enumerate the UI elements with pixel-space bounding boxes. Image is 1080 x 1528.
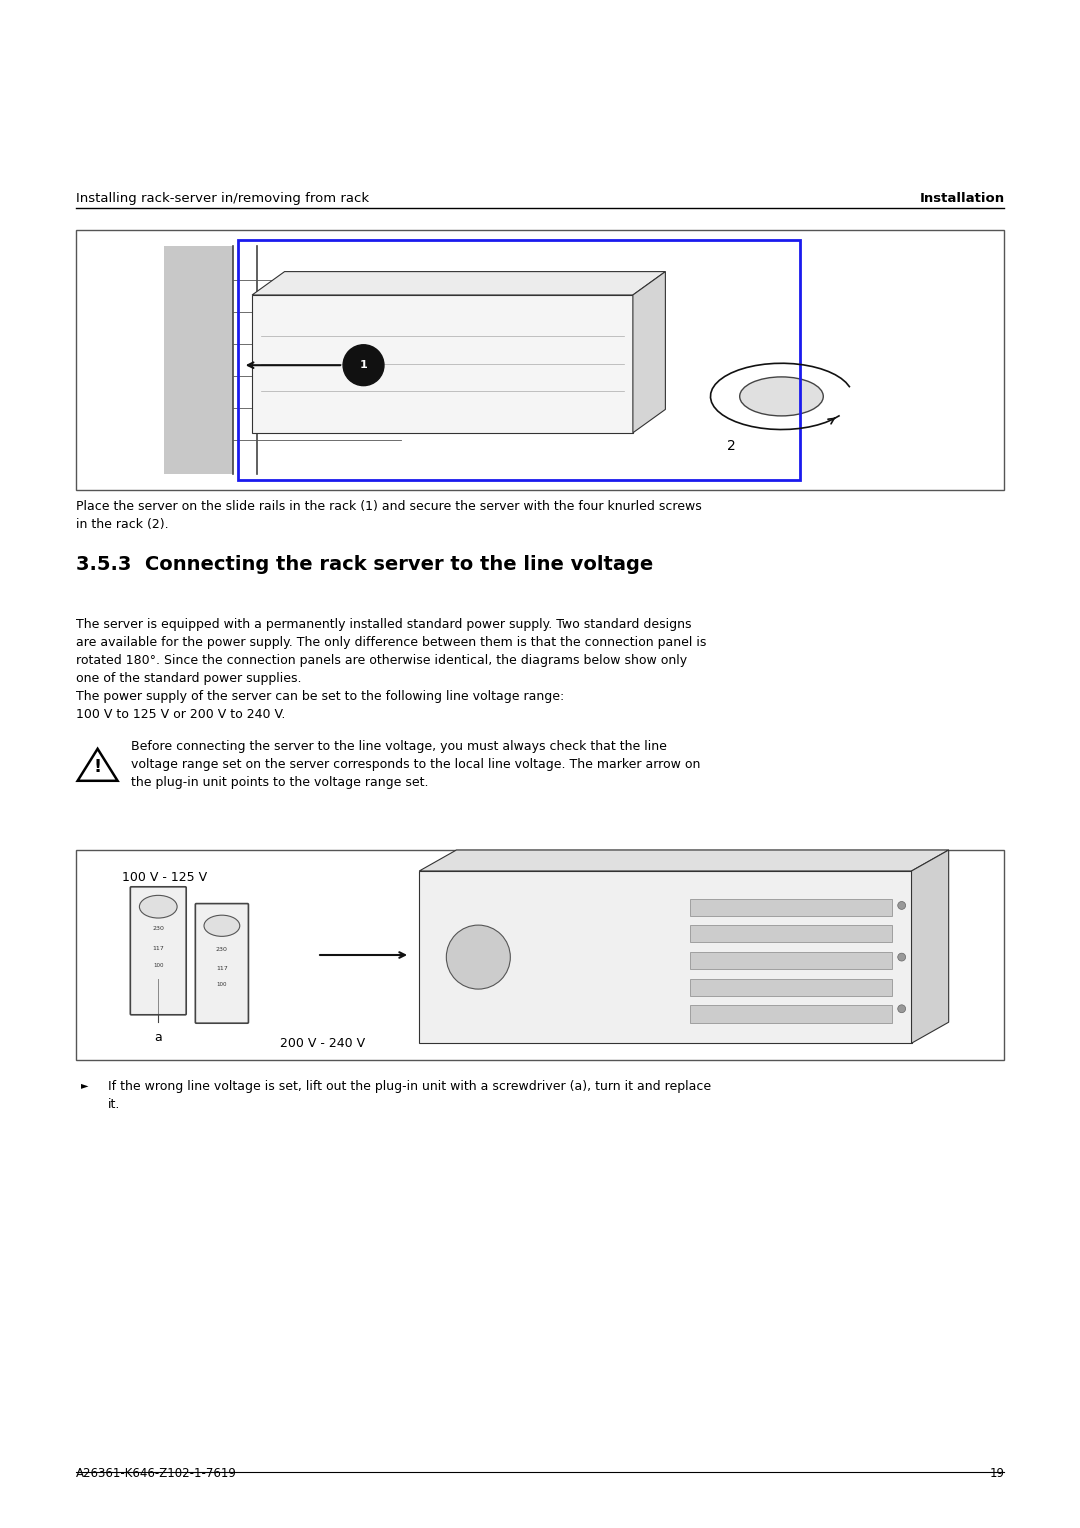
Text: 19: 19	[989, 1467, 1004, 1481]
Text: 3.5.3  Connecting the rack server to the line voltage: 3.5.3 Connecting the rack server to the …	[76, 555, 652, 575]
FancyBboxPatch shape	[131, 886, 186, 1015]
Polygon shape	[252, 272, 665, 295]
Text: ►: ►	[81, 1080, 89, 1089]
Text: 117: 117	[152, 946, 164, 950]
Polygon shape	[78, 749, 118, 781]
Bar	[690, 952, 892, 969]
Ellipse shape	[204, 915, 240, 937]
Text: Place the server on the slide rails in the rack (1) and secure the server with t: Place the server on the slide rails in t…	[76, 500, 701, 532]
Text: Installing rack-server in/removing from rack: Installing rack-server in/removing from …	[76, 193, 368, 205]
Text: The server is equipped with a permanently installed standard power supply. Two s: The server is equipped with a permanentl…	[76, 617, 706, 685]
Text: A26361-K646-Z102-1-7619: A26361-K646-Z102-1-7619	[76, 1467, 237, 1481]
Text: 200 V - 240 V: 200 V - 240 V	[280, 1038, 365, 1050]
Circle shape	[897, 902, 906, 909]
Text: 100: 100	[217, 983, 227, 987]
Text: Installation: Installation	[919, 193, 1004, 205]
Circle shape	[897, 953, 906, 961]
Text: Before connecting the server to the line voltage, you must always check that the: Before connecting the server to the line…	[131, 740, 700, 788]
Text: 100 V - 125 V: 100 V - 125 V	[122, 871, 207, 885]
FancyBboxPatch shape	[195, 903, 248, 1024]
Text: 1: 1	[360, 361, 367, 370]
Circle shape	[343, 345, 384, 385]
Text: 100: 100	[153, 964, 163, 969]
Bar	[690, 1005, 892, 1022]
Circle shape	[897, 1005, 906, 1013]
Bar	[690, 898, 892, 915]
Text: 230: 230	[216, 947, 228, 952]
Bar	[76, 231, 1004, 490]
Bar	[76, 850, 1004, 1060]
Text: a: a	[154, 1030, 162, 1044]
Polygon shape	[633, 272, 665, 432]
Text: 230: 230	[152, 926, 164, 931]
Bar	[690, 926, 892, 943]
Ellipse shape	[740, 377, 823, 416]
Polygon shape	[912, 850, 948, 1044]
Polygon shape	[419, 871, 912, 1044]
Text: 2: 2	[727, 440, 735, 454]
Text: If the wrong line voltage is set, lift out the plug-in unit with a screwdriver (: If the wrong line voltage is set, lift o…	[108, 1080, 711, 1111]
Text: 117: 117	[216, 966, 228, 970]
Polygon shape	[419, 850, 948, 871]
Ellipse shape	[139, 895, 177, 918]
Text: !: !	[94, 758, 102, 776]
Text: The power supply of the server can be set to the following line voltage range:
1: The power supply of the server can be se…	[76, 691, 564, 721]
Circle shape	[446, 924, 511, 989]
Polygon shape	[252, 295, 633, 432]
Bar	[690, 978, 892, 996]
Bar	[164, 246, 233, 474]
